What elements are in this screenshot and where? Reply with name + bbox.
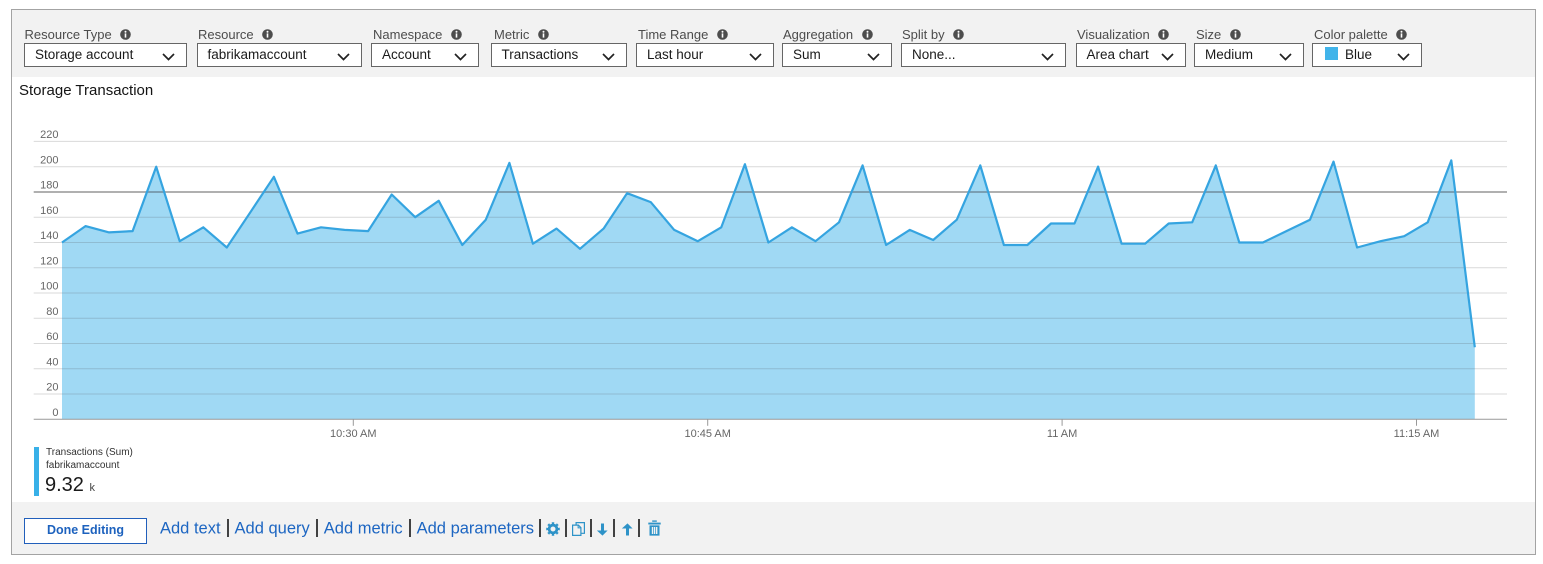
svg-text:10:45 AM: 10:45 AM — [684, 428, 730, 440]
svg-text:40: 40 — [46, 356, 58, 368]
svg-text:100: 100 — [40, 281, 58, 293]
svg-text:10:30 AM: 10:30 AM — [330, 428, 376, 440]
svg-text:180: 180 — [40, 180, 58, 192]
svg-text:0: 0 — [52, 407, 58, 419]
svg-text:80: 80 — [46, 306, 58, 318]
svg-text:200: 200 — [40, 154, 58, 166]
svg-text:160: 160 — [40, 205, 58, 217]
svg-text:220: 220 — [40, 129, 58, 141]
svg-text:140: 140 — [40, 230, 58, 242]
svg-text:60: 60 — [46, 331, 58, 343]
svg-text:120: 120 — [40, 255, 58, 267]
svg-text:20: 20 — [46, 382, 58, 394]
svg-text:11:15 AM: 11:15 AM — [1394, 428, 1440, 440]
svg-text:11 AM: 11 AM — [1047, 428, 1077, 440]
